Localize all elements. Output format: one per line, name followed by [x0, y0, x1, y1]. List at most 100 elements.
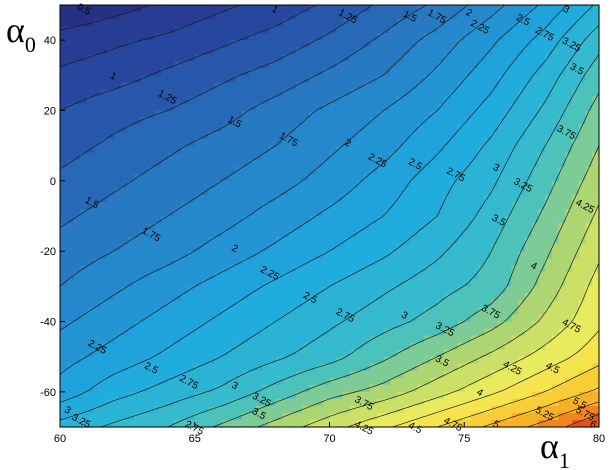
contour-fill-cell	[524, 405, 533, 414]
contour-fill-cell	[194, 75, 203, 83]
contour-fill-cell	[100, 96, 108, 105]
contour-fill-cell	[228, 124, 236, 133]
contour-fill-cell	[208, 293, 216, 301]
x-tick-label: 65	[189, 433, 201, 445]
contour-fill-cell	[376, 47, 384, 55]
contour-fill-cell	[302, 356, 310, 365]
contour-fill-cell	[578, 272, 587, 280]
contour-fill-cell	[403, 377, 411, 386]
contour-fill-cell	[316, 412, 324, 421]
contour-fill-cell	[221, 12, 230, 20]
contour-value-label: 1	[270, 4, 280, 17]
contour-fill-cell	[464, 180, 472, 189]
contour-fill-cell	[80, 47, 88, 55]
contour-fill-cell	[174, 349, 182, 358]
contour-fill-cell	[524, 180, 533, 189]
contour-fill-cell	[188, 391, 196, 400]
contour-fill-cell	[491, 419, 499, 428]
contour-fill-cell	[80, 391, 88, 400]
contour-fill-cell	[107, 237, 115, 245]
contour-fill-cell	[282, 265, 290, 273]
contour-fill-cell	[369, 194, 378, 203]
contour-fill-cell	[518, 363, 526, 372]
contour-fill-cell	[444, 279, 452, 287]
contour-fill-cell	[349, 12, 358, 20]
contour-fill-cell	[154, 377, 162, 386]
contour-fill-cell	[524, 251, 533, 259]
contour-fill-cell	[282, 96, 290, 105]
contour-fill-cell	[214, 363, 223, 372]
contour-fill-cell	[545, 12, 553, 20]
contour-fill-cell	[302, 230, 310, 238]
contour-fill-cell	[396, 40, 405, 48]
contour-fill-cell	[558, 384, 566, 393]
contour-fill-cell	[167, 117, 176, 126]
contour-fill-cell	[113, 124, 122, 133]
contour-fill-cell	[289, 110, 297, 119]
contour-fill-cell	[342, 173, 351, 182]
contour-fill-cell	[140, 398, 149, 407]
contour-fill-cell	[181, 159, 189, 168]
contour-fill-cell	[322, 412, 331, 421]
contour-fill-cell	[120, 356, 128, 365]
contour-fill-cell	[255, 405, 263, 414]
contour-fill-cell	[248, 370, 256, 379]
contour-fill-cell	[396, 314, 405, 323]
contour-fill-cell	[241, 384, 250, 393]
contour-fill-cell	[322, 419, 331, 428]
contour-fill-cell	[235, 223, 243, 231]
contour-fill-cell	[403, 370, 411, 379]
contour-fill-cell	[464, 328, 472, 337]
contour-fill-cell	[511, 286, 519, 294]
contour-fill-cell	[558, 223, 566, 231]
contour-fill-cell	[565, 103, 573, 112]
contour-fill-cell	[369, 173, 378, 182]
contour-fill-cell	[578, 391, 587, 400]
contour-fill-cell	[531, 244, 539, 252]
contour-fill-cell	[450, 230, 459, 238]
contour-fill-cell	[363, 180, 371, 189]
contour-fill-cell	[464, 96, 472, 105]
contour-fill-cell	[511, 293, 519, 301]
contour-fill-cell	[524, 131, 533, 140]
contour-fill-cell	[181, 89, 189, 98]
contour-fill-cell	[295, 159, 304, 168]
contour-fill-cell	[309, 33, 317, 41]
contour-fill-cell	[100, 12, 108, 20]
contour-fill-cell	[93, 166, 102, 175]
contour-fill-cell	[316, 110, 324, 119]
contour-fill-cell	[423, 54, 432, 62]
contour-fill-cell	[585, 370, 593, 379]
contour-fill-cell	[289, 223, 297, 231]
contour-fill-cell	[518, 265, 526, 273]
contour-fill-cell	[356, 19, 364, 27]
contour-fill-cell	[188, 159, 196, 168]
contour-line	[59, 4, 539, 375]
contour-fill-cell	[147, 405, 155, 414]
contour-fill-cell	[342, 342, 351, 351]
contour-fill-cell	[316, 342, 324, 351]
contour-fill-cell	[113, 33, 122, 41]
contour-fill-cell	[450, 194, 459, 203]
contour-fill-cell	[545, 82, 553, 90]
contour-fill-cell	[477, 110, 486, 119]
contour-fill-cell	[113, 152, 122, 161]
contour-fill-cell	[342, 279, 351, 287]
contour-fill-cell	[545, 300, 553, 309]
contour-fill-cell	[268, 89, 277, 98]
contour-fill-cell	[140, 96, 149, 105]
contour-fill-cell	[255, 180, 263, 189]
contour-fill-cell	[107, 145, 115, 154]
contour-fill-cell	[585, 384, 593, 393]
contour-fill-cell	[93, 300, 102, 309]
contour-fill-cell	[403, 335, 411, 344]
contour-fill-cell	[282, 370, 290, 379]
contour-fill-cell	[268, 412, 277, 421]
contour-fill-cell	[538, 370, 546, 379]
contour-fill-cell	[235, 152, 243, 161]
contour-fill-cell	[511, 110, 519, 119]
contour-fill-cell	[531, 173, 539, 182]
contour-fill-cell	[497, 180, 506, 189]
contour-fill-cell	[275, 117, 283, 126]
contour-fill-cell	[316, 145, 324, 154]
